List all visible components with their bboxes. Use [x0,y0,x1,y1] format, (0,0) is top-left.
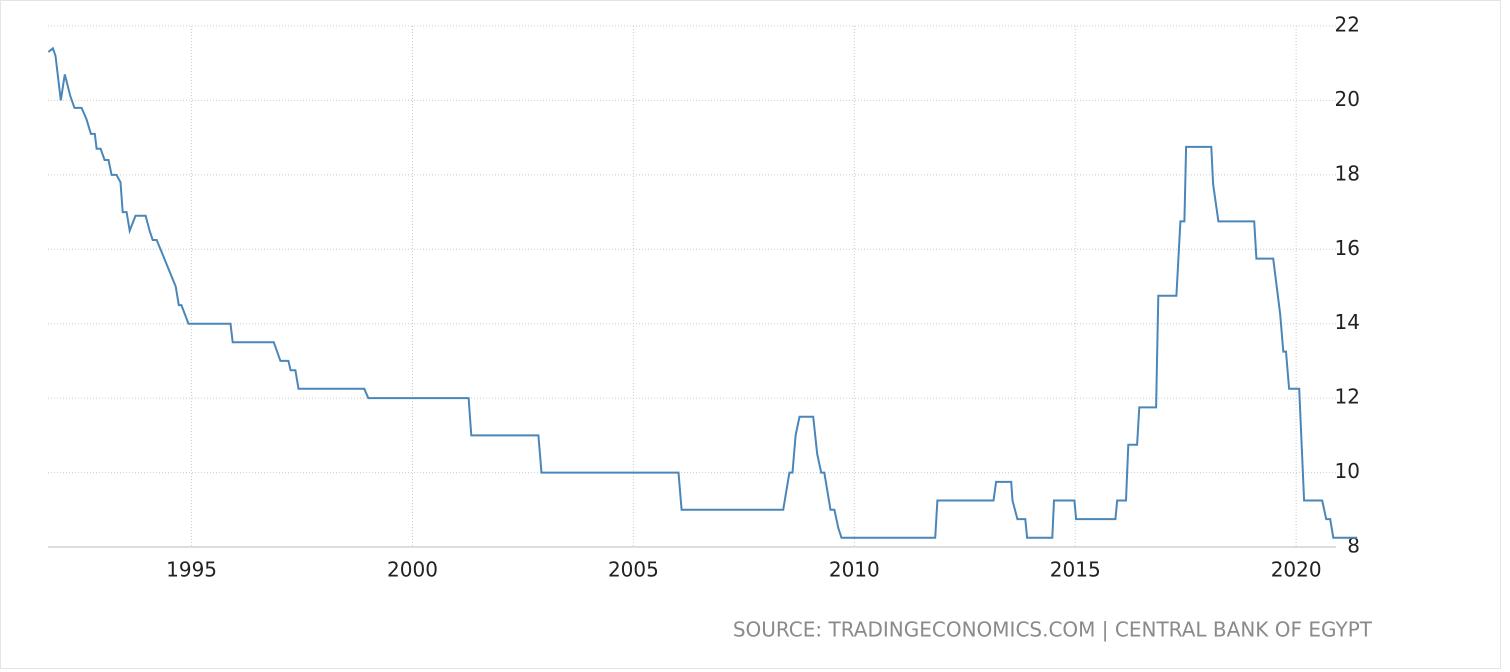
y-tick-label: 12 [1335,385,1360,409]
x-tick-label: 2020 [1271,558,1322,582]
y-tick-label: 16 [1335,236,1360,260]
x-tick-label: 2015 [1050,558,1101,582]
series-line [47,46,1358,539]
y-tick-label: 20 [1335,87,1360,111]
source: SOURCE: TRADINGECONOMICS.COM | CENTRAL B… [733,618,1373,642]
y-tick-label: 10 [1335,459,1360,483]
x-tick-label: 2000 [387,558,438,582]
y-tick-label: 14 [1335,310,1360,334]
x-tick-label: 2005 [608,558,659,582]
x-tick-label: 1995 [166,558,217,582]
y-tick-label: 8 [1347,534,1360,558]
y-tick-label: 22 [1335,13,1360,37]
x-tick-label: 2010 [829,558,880,582]
y-tick-label: 18 [1335,161,1360,185]
